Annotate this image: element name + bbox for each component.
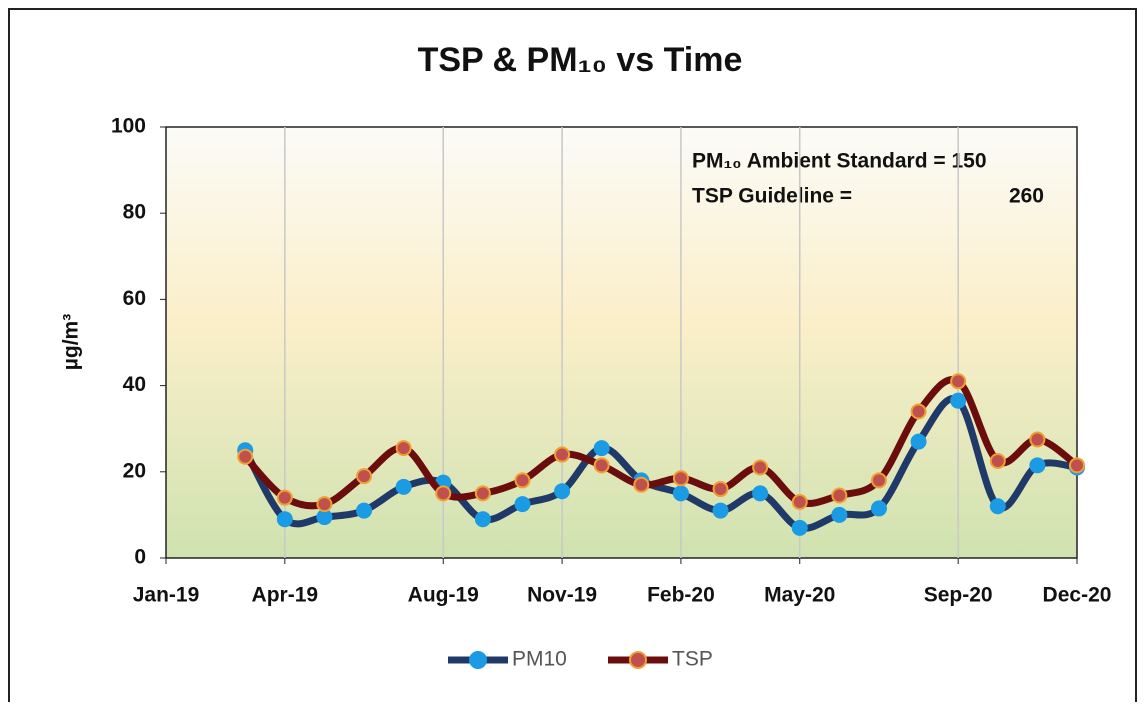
marker bbox=[395, 478, 412, 495]
marker bbox=[950, 373, 967, 390]
y-tick-label: 80 bbox=[123, 201, 146, 224]
y-tick-label: 60 bbox=[123, 287, 146, 310]
marker bbox=[316, 496, 333, 513]
marker bbox=[514, 472, 531, 489]
marker bbox=[633, 476, 650, 493]
marker bbox=[1069, 457, 1085, 474]
legend-label: TSP bbox=[672, 648, 713, 671]
frame bbox=[8, 8, 1137, 707]
marker bbox=[474, 485, 491, 502]
marker bbox=[395, 440, 412, 457]
x-tick-label: Feb-20 bbox=[647, 584, 715, 607]
x-tick-label: Dec-20 bbox=[1043, 584, 1112, 607]
x-tick-label: Jan-19 bbox=[133, 584, 200, 607]
marker bbox=[514, 496, 531, 513]
marker bbox=[910, 403, 927, 420]
marker bbox=[831, 487, 848, 504]
marker bbox=[831, 506, 848, 523]
marker bbox=[712, 502, 729, 519]
marker bbox=[712, 481, 729, 498]
x-tick-label: Apr-19 bbox=[252, 584, 319, 607]
marker bbox=[474, 511, 491, 528]
marker bbox=[593, 457, 610, 474]
x-tick-label: Sep-20 bbox=[924, 584, 993, 607]
marker bbox=[356, 468, 373, 485]
marker bbox=[791, 519, 808, 536]
annotation: TSP Guideline = bbox=[692, 185, 852, 208]
marker bbox=[672, 470, 689, 487]
marker bbox=[752, 459, 769, 476]
annotation: PM₁₀ Ambient Standard = 150 bbox=[692, 150, 987, 173]
marker bbox=[989, 453, 1006, 470]
marker bbox=[672, 485, 689, 502]
marker bbox=[752, 485, 769, 502]
marker bbox=[593, 440, 610, 457]
y-tick-label: 100 bbox=[111, 115, 146, 138]
marker bbox=[950, 392, 967, 409]
legend-marker bbox=[629, 651, 647, 669]
marker bbox=[554, 483, 571, 500]
marker bbox=[791, 493, 808, 510]
x-tick-label: Nov-19 bbox=[527, 584, 597, 607]
marker bbox=[870, 500, 887, 517]
x-tick-label: May-20 bbox=[764, 584, 835, 607]
x-tick-label: Aug-19 bbox=[408, 584, 479, 607]
y-tick-label: 0 bbox=[134, 546, 146, 569]
marker bbox=[237, 448, 254, 465]
marker bbox=[435, 485, 452, 502]
marker bbox=[989, 498, 1006, 515]
y-tick-label: 20 bbox=[123, 459, 146, 482]
marker bbox=[356, 502, 373, 519]
annotation: 260 bbox=[1009, 185, 1044, 208]
marker bbox=[276, 511, 293, 528]
y-tick-label: 40 bbox=[123, 373, 146, 396]
marker bbox=[554, 446, 571, 463]
marker bbox=[1029, 457, 1046, 474]
plot-area bbox=[165, 126, 1078, 559]
marker bbox=[316, 509, 333, 526]
marker bbox=[1029, 431, 1046, 448]
marker bbox=[910, 433, 927, 450]
marker bbox=[870, 472, 887, 489]
series-line bbox=[242, 376, 1080, 510]
legend-marker bbox=[469, 651, 487, 669]
chart-title: TSP & PM₁₀ vs Time bbox=[418, 41, 743, 79]
legend-label: PM10 bbox=[512, 648, 567, 671]
marker bbox=[276, 489, 293, 506]
y-axis-label: µg/m³ bbox=[60, 314, 83, 370]
